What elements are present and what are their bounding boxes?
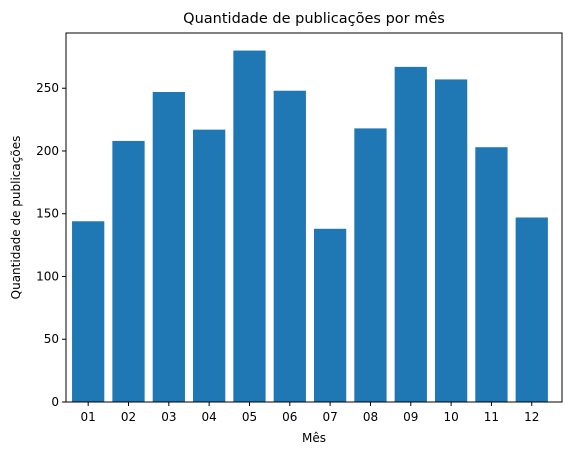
x-tick-label: 11	[484, 410, 499, 424]
plot-frame	[65, 32, 563, 403]
x-tick-label: 05	[242, 410, 257, 424]
x-tick-label: 07	[322, 410, 337, 424]
x-axis: 01 02 03 04 05 06 07 08 09 10 11 12	[81, 402, 539, 424]
bar-08	[354, 128, 387, 402]
bar-07	[314, 228, 347, 402]
x-tick-label: 06	[282, 410, 297, 424]
bar-10	[434, 79, 468, 402]
y-tick-label: 0	[51, 395, 59, 409]
bar-01	[72, 221, 105, 402]
x-tick-label: 02	[121, 410, 136, 424]
bar-03	[152, 91, 185, 403]
chart-title: Quantidade de publicações por mês	[183, 11, 445, 27]
x-tick-label: 10	[443, 410, 458, 424]
y-tick-label: 250	[36, 81, 59, 95]
y-tick-label: 200	[36, 144, 59, 158]
x-tick-label: 04	[202, 410, 217, 424]
x-tick-label: 09	[403, 410, 418, 424]
bar-12	[515, 217, 548, 402]
bar-05	[233, 50, 266, 402]
bar-11	[475, 147, 508, 402]
y-axis-label: Quantidade de publicações	[9, 136, 23, 300]
x-tick-label: 08	[363, 410, 378, 424]
y-tick-label: 50	[44, 332, 59, 346]
y-axis: 0 50 100 150 200 250	[36, 81, 66, 409]
x-tick-label: 03	[161, 410, 176, 424]
x-axis-label: Mês	[302, 431, 326, 445]
y-tick-label: 100	[36, 269, 59, 283]
x-tick-label: 12	[524, 410, 539, 424]
x-tick-label: 01	[81, 410, 96, 424]
bars-group	[72, 50, 548, 403]
bar-09	[394, 66, 427, 402]
bar-04	[193, 129, 226, 402]
bar-06	[273, 90, 306, 402]
y-tick-label: 150	[36, 207, 59, 221]
bar-02	[112, 140, 145, 402]
